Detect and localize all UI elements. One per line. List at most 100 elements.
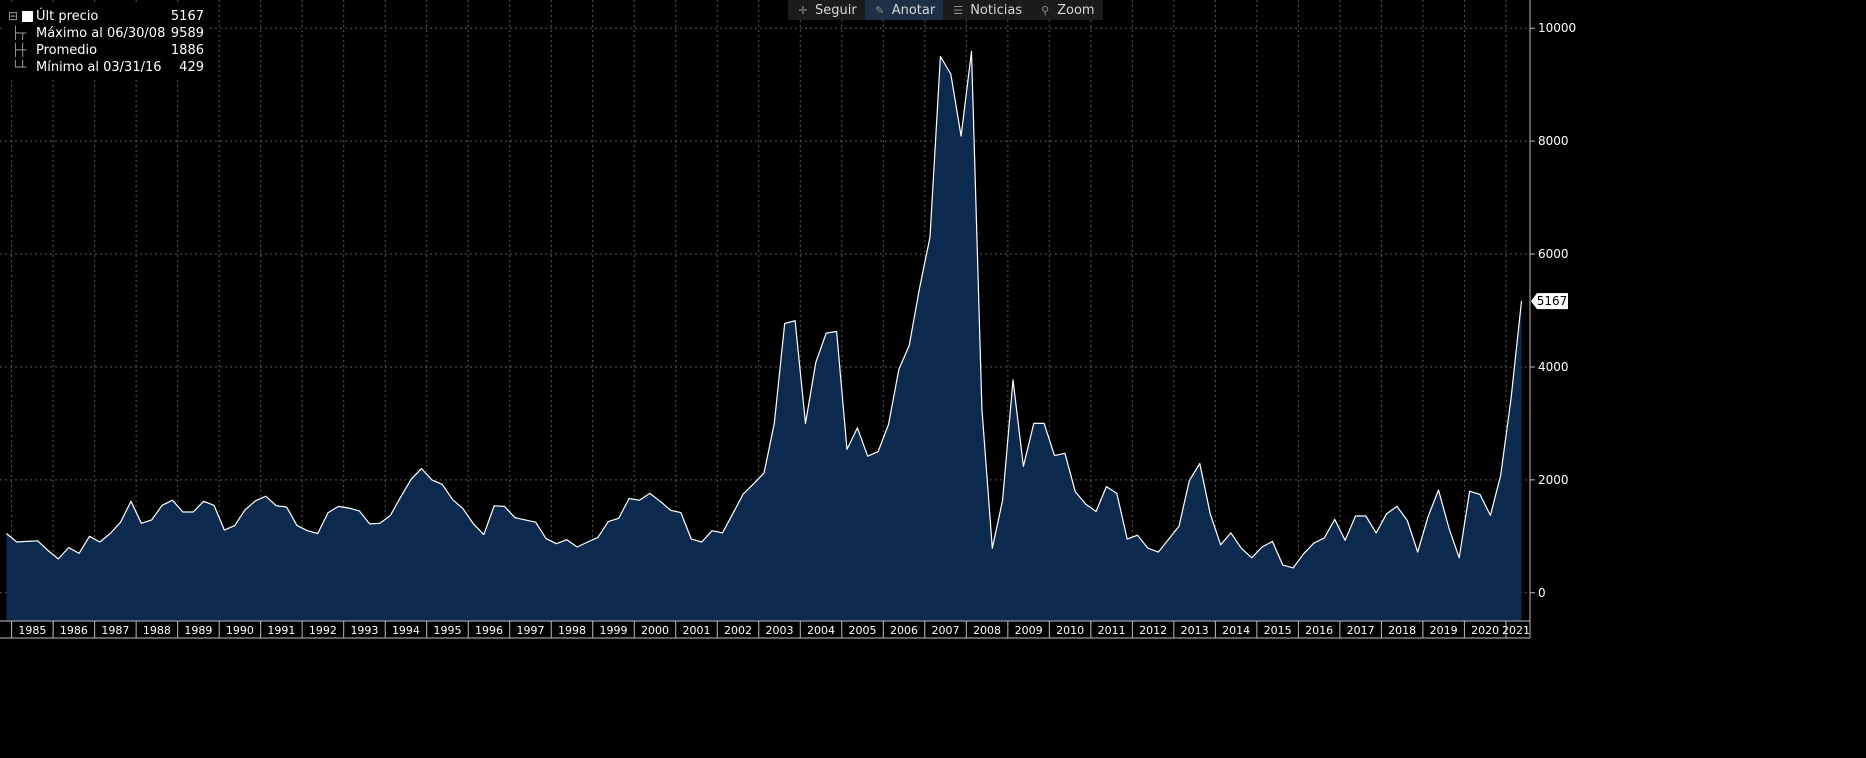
- y-tick-label: 10000: [1538, 21, 1576, 35]
- data-point: [898, 368, 900, 370]
- data-point: [711, 530, 713, 532]
- x-tick-label: 2013: [1181, 624, 1209, 637]
- min-marker-icon: └┴: [8, 60, 27, 74]
- data-point: [16, 541, 18, 543]
- data-point: [68, 546, 70, 548]
- last-value-label: 5167: [1537, 294, 1568, 308]
- data-point: [659, 500, 661, 502]
- data-point: [285, 506, 287, 508]
- data-point: [88, 535, 90, 537]
- data-point: [1500, 474, 1502, 476]
- data-point: [171, 499, 173, 501]
- data-point: [1292, 567, 1294, 569]
- data-point: [835, 330, 837, 332]
- x-tick-label: 1986: [60, 624, 88, 637]
- data-point: [1085, 503, 1087, 505]
- x-tick-label: 2019: [1430, 624, 1458, 637]
- data-point: [1012, 379, 1014, 381]
- data-point: [317, 532, 319, 534]
- data-point: [1375, 532, 1377, 534]
- data-point: [732, 513, 734, 515]
- noticias-button[interactable]: ☰ Noticias: [943, 0, 1030, 20]
- data-point: [566, 539, 568, 541]
- data-point: [555, 543, 557, 545]
- data-point: [1468, 490, 1470, 492]
- x-tick-label: 2015: [1264, 624, 1292, 637]
- x-tick-label: 2021: [1502, 624, 1530, 637]
- data-point: [1510, 397, 1512, 399]
- data-point: [1168, 538, 1170, 540]
- data-point: [877, 450, 879, 452]
- data-point: [1282, 564, 1284, 566]
- data-point: [929, 236, 931, 238]
- data-point: [1219, 544, 1221, 546]
- legend-row-minimum[interactable]: └┴ Mínimo al 03/31/16 429: [8, 59, 204, 76]
- data-point: [1240, 547, 1242, 549]
- data-point: [586, 541, 588, 543]
- data-point: [514, 517, 516, 519]
- data-point: [908, 344, 910, 346]
- x-tick-label: 1993: [350, 624, 378, 637]
- legend-row-last-price[interactable]: ⊟ Últ precio 5167: [8, 8, 204, 25]
- data-point: [441, 483, 443, 485]
- average-marker-icon: ├┼: [8, 43, 27, 57]
- data-point: [524, 519, 526, 521]
- data-point: [57, 558, 59, 560]
- data-point: [223, 529, 225, 531]
- y-tick-label: 8000: [1538, 134, 1569, 148]
- data-point: [1354, 515, 1356, 517]
- x-tick-label: 2017: [1347, 624, 1375, 637]
- x-tick-label: 2002: [724, 624, 752, 637]
- noticias-label: Noticias: [970, 2, 1023, 18]
- data-point: [1199, 462, 1201, 464]
- data-point: [1178, 525, 1180, 527]
- legend-label: Últ precio: [36, 9, 99, 24]
- data-point: [213, 504, 215, 506]
- data-point: [161, 504, 163, 506]
- x-tick-label: 2007: [932, 624, 960, 637]
- seguir-button[interactable]: ✛ Seguir: [788, 0, 865, 20]
- data-point: [846, 448, 848, 450]
- data-point: [794, 320, 796, 322]
- x-tick-label: 2006: [890, 624, 918, 637]
- data-point: [420, 467, 422, 469]
- data-point: [991, 547, 993, 549]
- x-tick-label: 1994: [392, 624, 420, 637]
- x-tick-label: 1991: [267, 624, 295, 637]
- collapse-icon[interactable]: ⊟: [8, 8, 36, 25]
- zoom-button[interactable]: ⚲ Zoom: [1030, 0, 1102, 20]
- data-point: [389, 514, 391, 516]
- data-point: [1406, 519, 1408, 521]
- legend-value: 9589: [170, 26, 204, 41]
- legend-row-maximum[interactable]: ├┬ Máximo al 06/30/08 9589: [8, 25, 204, 42]
- data-point: [140, 522, 142, 524]
- data-point: [358, 510, 360, 512]
- data-point: [950, 73, 952, 75]
- data-point: [1251, 557, 1253, 559]
- data-point: [773, 422, 775, 424]
- data-point: [1365, 515, 1367, 517]
- data-point: [960, 135, 962, 137]
- anotar-button[interactable]: ✎ Anotar: [864, 0, 944, 20]
- last-value-tag: 5167: [1531, 293, 1568, 310]
- data-point: [503, 505, 505, 507]
- data-point: [192, 511, 194, 513]
- y-tick-label: 6000: [1538, 247, 1569, 261]
- data-point: [1043, 422, 1045, 424]
- x-tick-label: 2011: [1098, 624, 1126, 637]
- data-point: [130, 500, 132, 502]
- legend-row-average[interactable]: ├┼ Promedio 1886: [8, 42, 204, 59]
- data-point: [119, 521, 121, 523]
- data-point: [151, 519, 153, 521]
- data-point: [182, 511, 184, 513]
- seguir-label: Seguir: [815, 2, 857, 18]
- data-point: [244, 509, 246, 511]
- x-tick-label: 2001: [683, 624, 711, 637]
- data-point: [1001, 499, 1003, 501]
- news-icon: ☰: [953, 3, 964, 17]
- data-point: [1261, 546, 1263, 548]
- data-point: [1344, 539, 1346, 541]
- data-point: [669, 509, 671, 511]
- data-point: [296, 524, 298, 526]
- legend-value: 1886: [170, 43, 204, 58]
